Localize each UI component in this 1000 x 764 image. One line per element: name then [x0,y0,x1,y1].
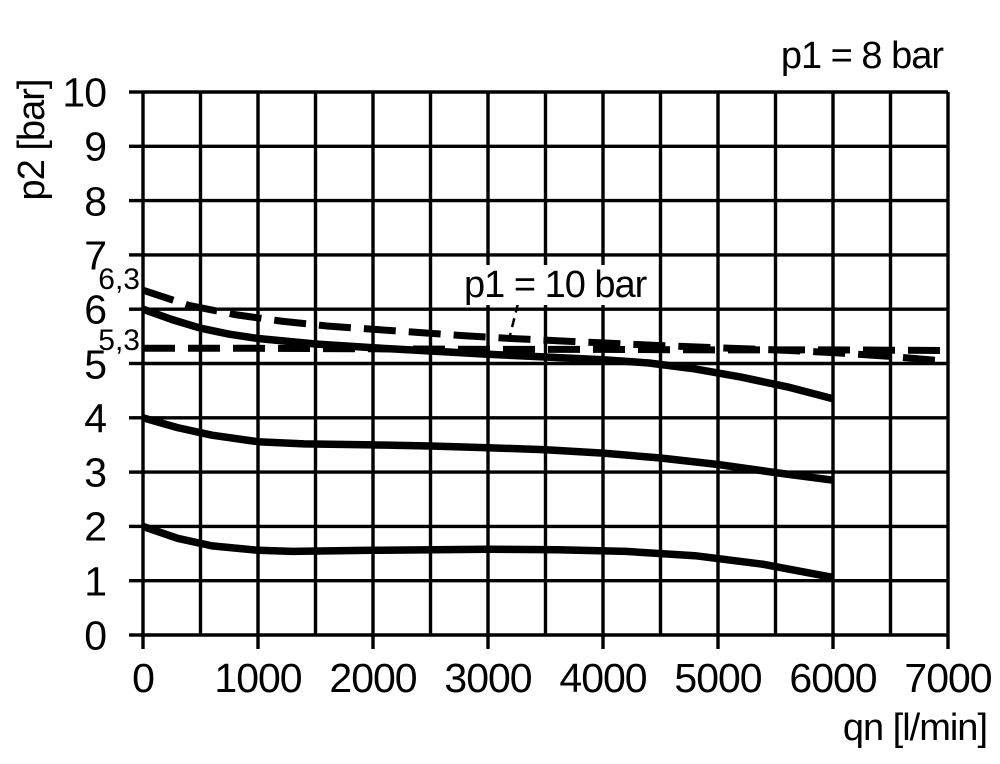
x-tick-label-0: 0 [132,655,155,701]
x-axis-label: qn [l/min] [842,707,988,749]
x-tick-label-7000: 7000 [904,655,992,701]
x-tick-label-6000: 6000 [789,655,877,701]
x-tick-label-5000: 5000 [674,655,762,701]
y-tick-label-4: 4 [84,395,107,442]
y-tick-label-8: 8 [84,178,107,225]
y-tick-label-1: 1 [84,558,107,605]
y-tick-label-0: 0 [84,612,107,659]
y-tick-label-7: 7 [84,232,107,279]
x-tick-label-3000: 3000 [444,655,532,701]
y-tick-label-10: 10 [62,69,107,116]
annotation-leader-line [507,303,520,341]
y-value-label-6-3: 6,3 [98,263,140,296]
curve-p1-8bar-setting-2 [141,522,834,582]
curve-annotation-p1-10bar: p1 = 10 bar [456,265,655,305]
curve-p1-8bar-setting-4 [141,414,834,484]
x-tick-label-2000: 2000 [329,655,417,701]
y-tick-label-9: 9 [84,124,107,171]
x-tick-label-1000: 1000 [214,655,302,701]
chart-title: p1 = 8 bar [780,35,944,77]
y-tick-label-3: 3 [84,449,107,496]
y-tick-label-6: 6 [84,286,107,333]
y-tick-label-2: 2 [84,504,107,551]
curve-p1-8bar-setting-6 [141,305,834,403]
y-tick-label-5: 5 [84,341,107,388]
x-tick-label-4000: 4000 [559,655,647,701]
y-value-label-5-3: 5,3 [98,324,140,357]
